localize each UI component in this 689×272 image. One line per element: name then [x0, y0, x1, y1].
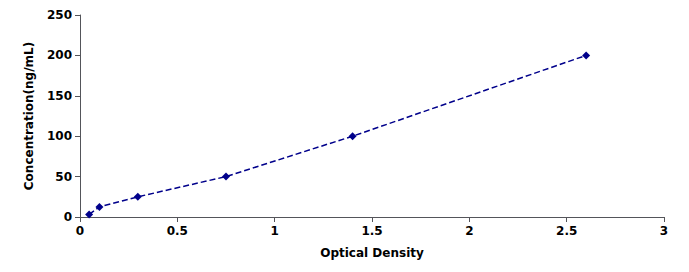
svg-text:250: 250: [47, 8, 72, 22]
svg-text:Optical Density: Optical Density: [320, 246, 424, 260]
svg-text:2.5: 2.5: [556, 224, 577, 238]
svg-text:50: 50: [55, 170, 72, 184]
svg-text:0: 0: [76, 224, 84, 238]
svg-text:150: 150: [47, 89, 72, 103]
svg-text:Concentration(ng/mL): Concentration(ng/mL): [22, 42, 36, 190]
svg-text:100: 100: [47, 129, 72, 143]
svg-text:200: 200: [47, 48, 72, 62]
svg-text:3: 3: [660, 224, 668, 238]
svg-text:0: 0: [64, 210, 72, 224]
svg-text:1: 1: [270, 224, 278, 238]
svg-text:2: 2: [465, 224, 473, 238]
svg-text:1.5: 1.5: [361, 224, 382, 238]
svg-text:0.5: 0.5: [167, 224, 188, 238]
